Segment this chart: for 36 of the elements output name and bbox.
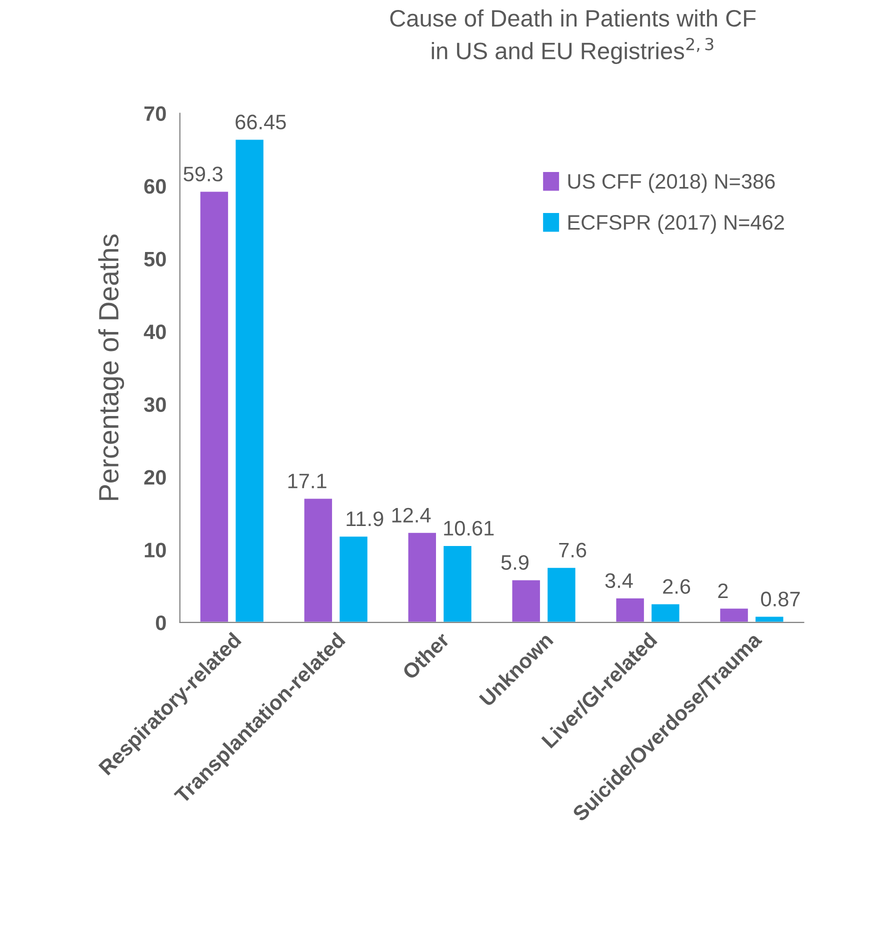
bar [406, 532, 438, 622]
data-label: 10.61 [444, 520, 494, 536]
data-label: 66.45 [236, 114, 286, 130]
y-tick-label: 20 [144, 470, 166, 485]
bar [302, 497, 334, 622]
legend-label: ECFSPR (2017) N=462 [568, 214, 784, 234]
data-label: 7.6 [559, 542, 586, 558]
bar [338, 535, 369, 622]
y-tick-label: 50 [144, 252, 166, 266]
bar [234, 138, 265, 622]
data-label: 17.1 [288, 474, 326, 488]
y-tick-label: 10 [144, 542, 166, 558]
bar [754, 615, 785, 622]
bar [510, 578, 542, 622]
data-label: 11.9 [346, 511, 384, 526]
data-label: 3.4 [605, 573, 633, 588]
data-label: 2 [718, 583, 728, 598]
bar [198, 190, 230, 622]
bar [546, 566, 577, 622]
legend-label: US CFF (2018) N=386 [568, 173, 775, 193]
bar [442, 544, 473, 622]
data-label: 2.6 [663, 579, 690, 594]
bar [614, 597, 646, 622]
chart-title: Cause of Death in Patients with CF in US and EU Registries$^{2,3}$ [390, 9, 756, 64]
y-tick-label: 70 [144, 106, 166, 122]
data-label: 5.9 [501, 555, 528, 570]
y-axis-title: Percentage of Deaths [98, 234, 124, 500]
data-label: 59.3 [184, 166, 222, 182]
bar [718, 607, 750, 622]
y-tick-label: 0 [156, 615, 166, 630]
y-tick-label: 60 [144, 179, 166, 194]
data-label: 0.87 [761, 592, 800, 606]
y-tick-label: 40 [144, 324, 166, 340]
bar [650, 602, 681, 622]
y-tick-label: 30 [144, 397, 166, 412]
data-label: 12.4 [392, 508, 431, 522]
